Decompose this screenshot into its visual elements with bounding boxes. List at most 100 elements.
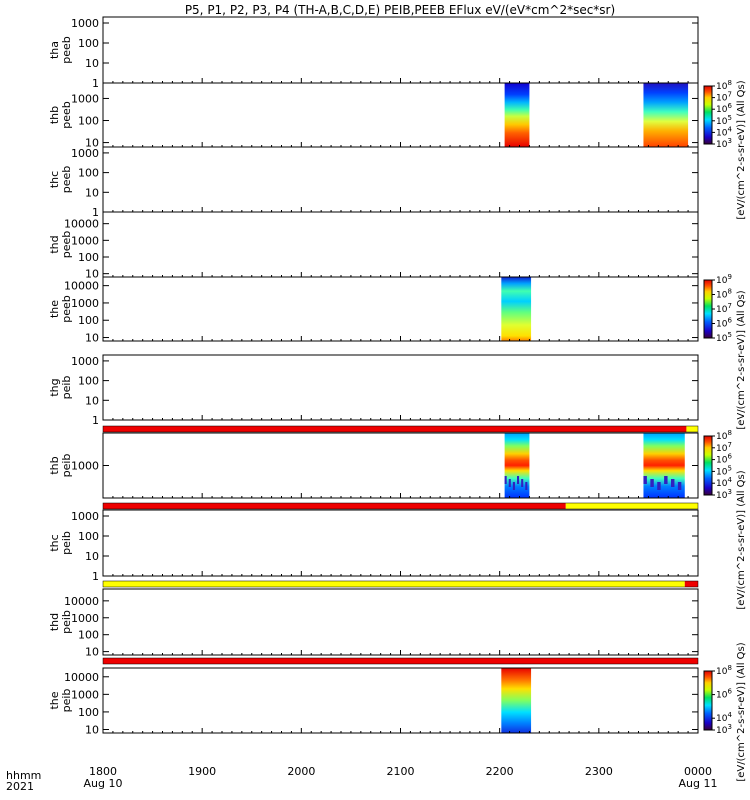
panel-thc-peeb: 1000 100 10 1 thcpeeb — [48, 146, 699, 219]
data-speckle — [650, 479, 654, 487]
colorbar-exponent: 6 — [727, 688, 732, 696]
colorbar-exponent: 7 — [727, 91, 731, 99]
flag-bar — [102, 502, 699, 510]
y-tick-label: 10 — [85, 394, 99, 407]
panel-frame — [102, 588, 699, 656]
panel-ylabel: thepeib — [48, 689, 73, 713]
colorbar-exponent: 5 — [727, 114, 731, 122]
flag-segment — [103, 426, 687, 432]
ylabel-species: peib — [60, 531, 73, 555]
colorbar-exponent: 8 — [727, 288, 731, 296]
panel-the-peeb: 10000 1000 100 10 thepeeb — [48, 276, 699, 345]
data-speckle — [512, 482, 515, 490]
panel-stack: 1000100101thapeeb100010010thbpeeb1000100… — [48, 16, 699, 736]
data-speckle — [643, 476, 647, 484]
y-tick-label: 1 — [92, 206, 99, 219]
colorbar-unit-label: [eV/(cm^2-s-sr-eV)] (All Qs) — [736, 642, 747, 781]
colorbar-base: 10 — [716, 140, 728, 150]
colorbar-exponent: 5 — [727, 464, 731, 472]
panel-frame — [102, 509, 699, 577]
colorbar-tick-label: 108 — [716, 429, 732, 442]
colorbar-base: 10 — [716, 94, 728, 104]
y-tick-label: 10 — [85, 137, 99, 150]
panel-thd-peib: 10000 1000 100 10 thdpeib — [48, 588, 699, 659]
colorbar-base: 10 — [716, 432, 728, 442]
flag-segment — [103, 658, 698, 664]
flag-frame — [102, 657, 699, 665]
colorbar-exponent: 6 — [727, 453, 732, 461]
y-tick-label: 10000 — [64, 595, 99, 608]
data-speckle — [508, 479, 511, 487]
colorbar-unit-label: [eV/(cm^2-s-sr-eV)] (All Qs) — [736, 290, 747, 429]
y-tick-label: 100 — [78, 167, 99, 180]
panel-ylabel: thapeeb — [48, 36, 73, 64]
data-speckle — [521, 479, 524, 487]
panel-tha-peeb: 1000 100 10 1 thapeeb — [48, 16, 699, 90]
time-tick-label: 2100 — [387, 765, 415, 778]
colorbar-tick-label: 106 — [716, 453, 732, 466]
colorbar-unit-label: [eV/(cm^2-s-sr-eV)] (All Qs) — [736, 80, 747, 219]
date-label-start: Aug 10 — [84, 777, 123, 790]
y-tick-label: 100 — [78, 706, 99, 719]
y-tick-label: 10 — [85, 723, 99, 736]
y-tick-label: 1000 — [71, 510, 99, 523]
flag-frame — [102, 502, 699, 510]
ylabel-species: peib — [60, 454, 73, 478]
colorbar-tick-label: 106 — [716, 102, 732, 115]
ylabel-species: peeb — [60, 101, 73, 129]
time-tick-label: 2300 — [585, 765, 613, 778]
y-tick-label: 1 — [92, 570, 99, 583]
panel-frame — [102, 146, 699, 213]
ylabel-probe: thc — [48, 534, 61, 551]
y-tick-label: 1000 — [71, 355, 99, 368]
ylabel-probe: thb — [48, 456, 61, 474]
data-speckle — [517, 476, 520, 484]
panel-frame — [102, 82, 699, 148]
colorbar-tick-label: 107 — [716, 441, 732, 454]
ylabel-probe: thc — [48, 171, 61, 188]
panel-thd-peeb: 10000 1000 100 10 thdpeeb — [48, 211, 699, 281]
colorbar-base: 10 — [716, 334, 728, 344]
data-speckle — [657, 482, 661, 490]
ylabel-probe: the — [48, 691, 61, 709]
panel-ylabel: thdpeib — [48, 610, 73, 634]
panel-frame — [102, 211, 699, 278]
y-tick-label: 10 — [85, 186, 99, 199]
colorbar-exponent: 8 — [727, 79, 731, 87]
colorbar-scale — [703, 435, 713, 496]
y-tick-label: 10000 — [64, 671, 99, 684]
ylabel-probe: thd — [48, 235, 61, 253]
ylabel-species: peib — [60, 376, 73, 400]
figure-title: P5, P1, P2, P3, P4 (TH-A,B,C,D,E) PEIB,P… — [185, 3, 615, 17]
flag-frame — [102, 425, 699, 433]
y-tick-label: 1000 — [71, 612, 99, 625]
colorbar-base: 10 — [716, 444, 728, 454]
flag-bar — [102, 657, 699, 665]
colorbar-tick-label: 105 — [716, 331, 732, 344]
y-tick-label: 100 — [78, 375, 99, 388]
panel-frame — [102, 432, 699, 499]
ylabel-probe: thb — [48, 106, 61, 124]
colorbar-tick-label: 103 — [716, 137, 732, 150]
colorbars: 1081071061051041031091081071061051081071… — [703, 79, 747, 782]
colorbar-unit-label: [eV/(cm^2-s-sr-eV)] (All Qs) — [736, 470, 747, 609]
flag-segment — [103, 503, 566, 509]
y-tick-label: 1000 — [71, 147, 99, 160]
panel-ylabel: thepeeb — [48, 295, 73, 323]
colorbar-tick-label: 108 — [716, 664, 732, 677]
panel-ylabel: thcpeib — [48, 531, 73, 555]
time-axis-hhmm-label: hhmm — [6, 769, 41, 782]
flag-frame — [102, 580, 699, 588]
time-axis: 1800 1900 2000 2100 2200 2300 0000 Aug 10 Aug 11 — [84, 765, 718, 790]
y-tick-label: 100 — [78, 314, 99, 327]
y-tick-label: 1000 — [71, 234, 99, 247]
colorbar-exponent: 5 — [727, 331, 731, 339]
flag-segment — [686, 426, 698, 432]
panel-ylabel: thbpeib — [48, 454, 73, 478]
data-speckle — [677, 482, 682, 490]
colorbar-base: 10 — [716, 320, 728, 330]
colorbar-tick-label: 107 — [716, 91, 732, 104]
